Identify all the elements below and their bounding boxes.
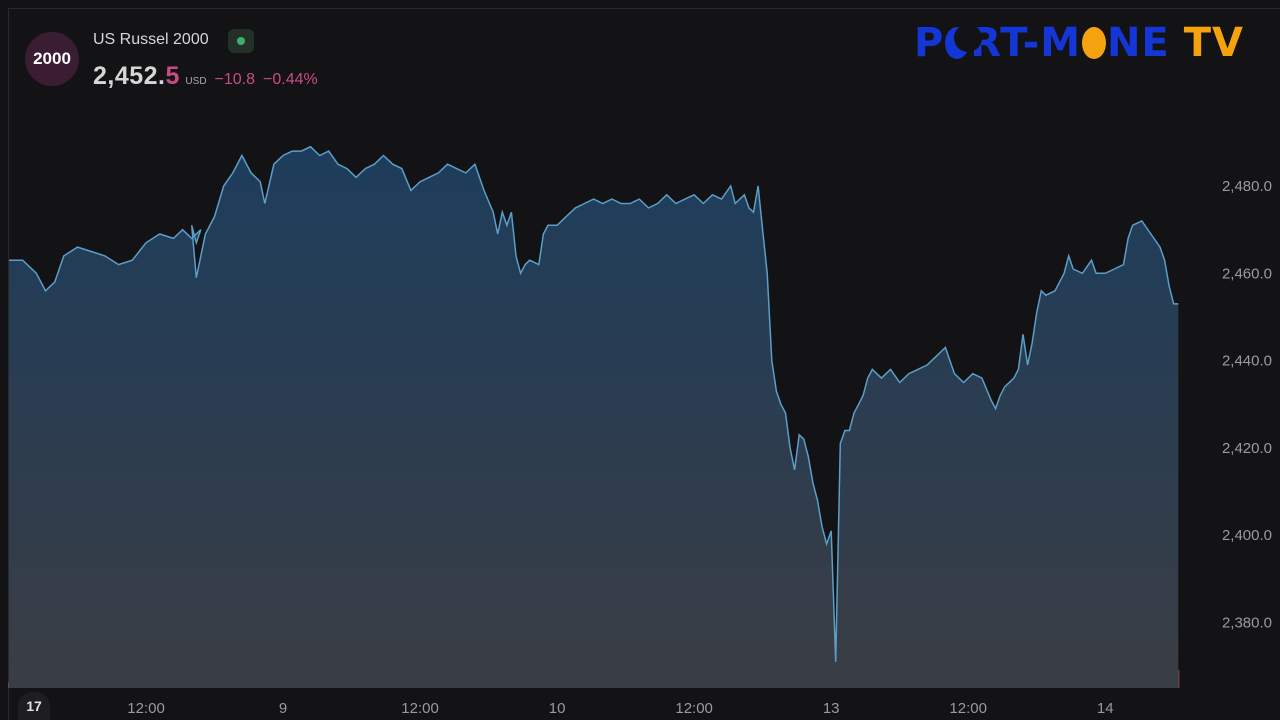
brand-text-tv: TV bbox=[1183, 20, 1244, 66]
symbol-logo: 2000 bbox=[25, 32, 79, 86]
last-price: 2,452. bbox=[93, 62, 166, 90]
brand-text-rtm: RT-M bbox=[970, 20, 1082, 66]
x-tick-label: 12:00 bbox=[127, 700, 165, 717]
tradingview-logo-icon[interactable]: 17 bbox=[18, 692, 50, 720]
moon-icon bbox=[945, 24, 983, 59]
sun-icon bbox=[1082, 27, 1106, 59]
y-axis-labels: 2,380.0 2,400.0 2,420.0 2,440.0 2,460.0 2,480… bbox=[1222, 178, 1272, 631]
price-line bbox=[9, 145, 1179, 662]
symbol-logo-text: 2000 bbox=[33, 49, 71, 68]
brand-text-ne: NE bbox=[1106, 20, 1170, 66]
x-tick-label: 9 bbox=[279, 700, 287, 717]
market-open-icon bbox=[237, 37, 245, 45]
y-tick-label: 2,400.0 bbox=[1222, 527, 1272, 544]
x-tick-label: 12:00 bbox=[401, 700, 439, 717]
price-change-percent: −0.44% bbox=[263, 71, 318, 88]
x-tick-label: 13 bbox=[823, 700, 840, 717]
y-tick-label: 2,420.0 bbox=[1222, 440, 1272, 457]
x-tick-label: 10 bbox=[549, 700, 566, 717]
x-tick-label: 12:00 bbox=[675, 700, 713, 717]
chart-frame bbox=[8, 8, 1280, 720]
y-tick-label: 2,380.0 bbox=[1222, 615, 1272, 632]
price-row: 2,452. 5 USD −10.8 −0.44% bbox=[93, 62, 326, 94]
market-status-badge[interactable] bbox=[228, 29, 254, 53]
volume-bar bbox=[1177, 670, 1180, 688]
currency-label: USD bbox=[185, 76, 207, 87]
brand-text-p: P bbox=[914, 20, 945, 66]
last-price-digit: 5 bbox=[165, 62, 180, 90]
x-axis-labels: 12:00 9 12:00 10 12:00 13 12:00 14 bbox=[127, 700, 1113, 717]
tradingview-logo-text: 17 bbox=[26, 698, 42, 714]
brand-logo: P RT-M NE TV bbox=[914, 18, 1244, 68]
y-tick-label: 2,480.0 bbox=[1222, 178, 1272, 195]
symbol-name[interactable]: US Russel 2000 bbox=[93, 31, 209, 48]
y-tick-label: 2,460.0 bbox=[1222, 265, 1272, 282]
price-change: −10.8 bbox=[214, 71, 256, 88]
price-area bbox=[9, 146, 1179, 688]
x-tick-label: 12:00 bbox=[949, 700, 987, 717]
x-tick-label: 14 bbox=[1097, 700, 1114, 717]
y-tick-label: 2,440.0 bbox=[1222, 353, 1272, 370]
